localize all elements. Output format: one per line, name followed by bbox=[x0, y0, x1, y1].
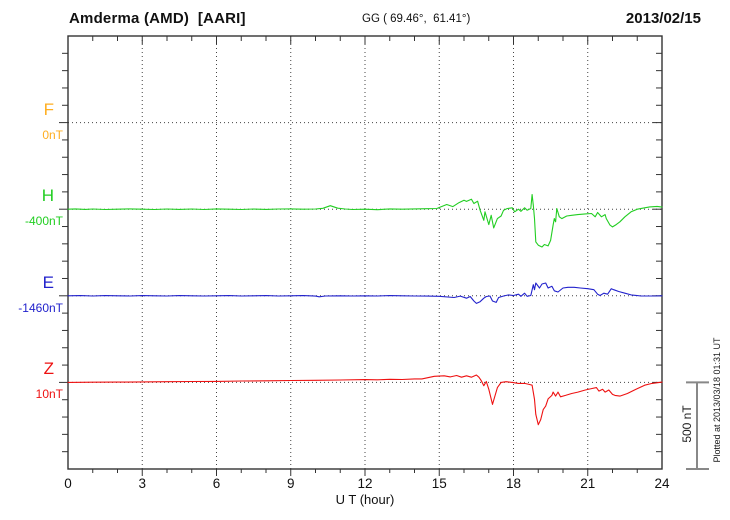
x-tick-9: 9 bbox=[286, 476, 295, 491]
x-tick-12: 12 bbox=[357, 476, 373, 491]
x-tick-18: 18 bbox=[505, 476, 522, 491]
x-tick-6: 6 bbox=[212, 476, 221, 491]
x-tick-3: 3 bbox=[138, 476, 146, 491]
channel-letter-E: E bbox=[42, 272, 54, 292]
channel-baseline-Z: 10nT bbox=[35, 387, 63, 402]
channel-letter-Z: Z bbox=[43, 359, 54, 379]
plotted-note: Plotted at 2013/03/18 01:31 UT bbox=[712, 337, 722, 463]
channel-letter-H: H bbox=[41, 186, 54, 206]
geographic-coords: GG ( 69.46°, 61.41°) bbox=[362, 13, 471, 25]
channel-baseline-H: -400nT bbox=[24, 214, 63, 229]
scale-bar-label: 500 nT bbox=[680, 405, 694, 443]
channel-baseline-E: -1460nT bbox=[18, 300, 63, 315]
station-title: Amderma (AMD) [AARI] bbox=[69, 10, 246, 27]
x-tick-24: 24 bbox=[654, 476, 670, 491]
date-label: 2013/02/15 bbox=[625, 10, 701, 27]
x-tick-0: 0 bbox=[64, 476, 72, 491]
channel-letter-F: F bbox=[43, 99, 54, 119]
channel-baseline-F: 0nT bbox=[42, 127, 63, 142]
x-tick-15: 15 bbox=[431, 476, 447, 491]
x-tick-21: 21 bbox=[580, 476, 596, 491]
x-axis-title: U T (hour) bbox=[335, 492, 395, 507]
